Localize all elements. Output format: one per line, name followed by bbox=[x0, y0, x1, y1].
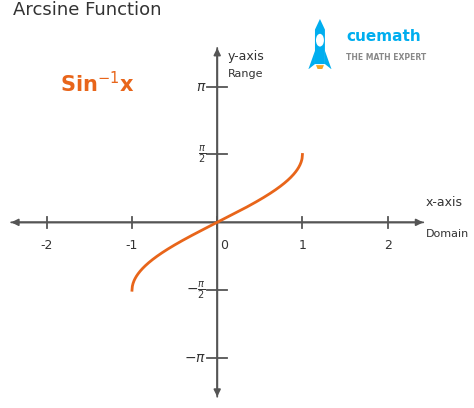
Text: cuemath: cuemath bbox=[346, 29, 421, 44]
Text: 0: 0 bbox=[220, 239, 228, 252]
Text: $\pi$: $\pi$ bbox=[196, 80, 206, 93]
Polygon shape bbox=[325, 51, 331, 69]
Text: $\mathbf{Sin}^{-1}\mathbf{x}$: $\mathbf{Sin}^{-1}\mathbf{x}$ bbox=[60, 71, 134, 97]
Text: $\frac{\pi}{2}$: $\frac{\pi}{2}$ bbox=[198, 144, 206, 165]
Text: $-\frac{\pi}{2}$: $-\frac{\pi}{2}$ bbox=[186, 279, 206, 301]
Text: Range: Range bbox=[228, 69, 263, 79]
Text: Arcsine Function: Arcsine Function bbox=[13, 1, 161, 19]
Text: 1: 1 bbox=[299, 239, 306, 252]
Circle shape bbox=[316, 34, 324, 47]
Text: -1: -1 bbox=[126, 239, 138, 252]
Polygon shape bbox=[308, 51, 315, 69]
Text: THE MATH EXPERT: THE MATH EXPERT bbox=[346, 53, 426, 62]
Text: Domain: Domain bbox=[426, 229, 469, 239]
Polygon shape bbox=[316, 65, 324, 75]
Text: -2: -2 bbox=[41, 239, 53, 252]
Text: y-axis: y-axis bbox=[228, 49, 264, 62]
Text: 2: 2 bbox=[384, 239, 392, 252]
Polygon shape bbox=[315, 19, 325, 64]
Text: $-\pi$: $-\pi$ bbox=[184, 351, 206, 365]
Text: x-axis: x-axis bbox=[426, 196, 463, 209]
